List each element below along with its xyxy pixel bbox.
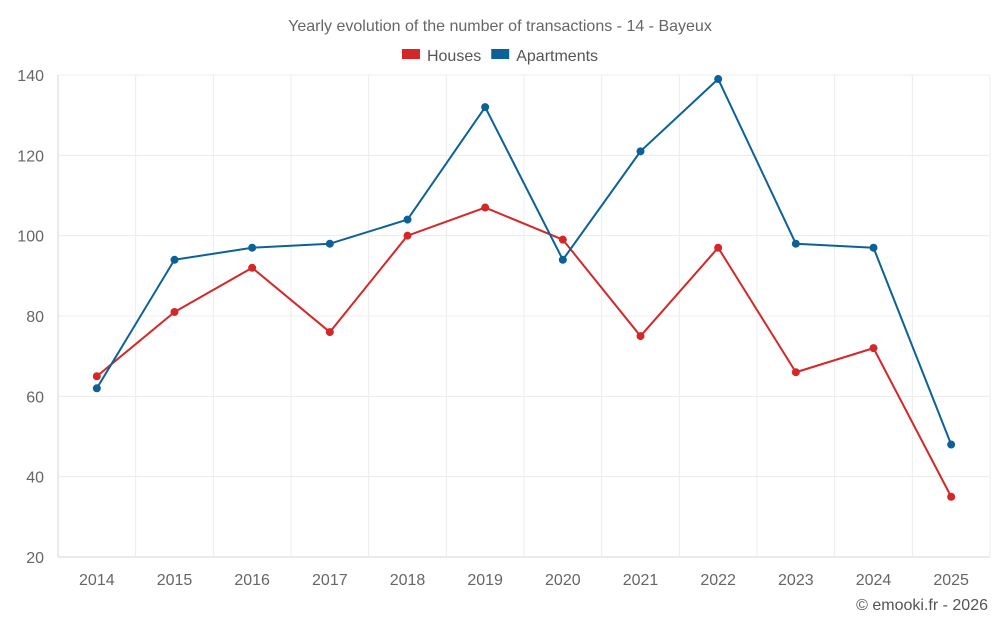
series-group [92, 75, 956, 501]
data-point-houses[interactable] [947, 492, 956, 501]
data-point-apartments[interactable] [947, 440, 956, 449]
legend-swatch [401, 49, 420, 59]
legend-item-houses[interactable]: Houses [401, 48, 481, 65]
x-tick-label: 2018 [390, 572, 426, 589]
legend-swatch [491, 49, 510, 59]
y-tick-label: 140 [17, 68, 44, 85]
y-axis: 20 40 60 80 100 120 140 [17, 68, 44, 567]
legend-label: Apartments [516, 48, 598, 65]
x-tick-label: 2015 [157, 572, 193, 589]
data-point-apartments[interactable] [869, 243, 878, 252]
data-point-apartments[interactable] [481, 103, 490, 112]
data-point-houses[interactable] [791, 368, 800, 377]
series-apartments [92, 75, 956, 449]
data-point-houses[interactable] [92, 372, 101, 381]
series-line-houses [96, 206, 953, 498]
data-point-houses[interactable] [714, 243, 723, 252]
x-tick-label: 2021 [623, 572, 659, 589]
data-point-apartments[interactable] [636, 147, 645, 156]
x-tick-label: 2023 [778, 572, 814, 589]
x-axis: 2014 2015 2016 2017 2018 2019 2020 2021 2022 2023… [79, 572, 969, 589]
data-point-houses[interactable] [248, 263, 257, 272]
data-point-houses[interactable] [170, 307, 179, 316]
legend: Houses Apartments [401, 48, 598, 65]
data-point-apartments[interactable] [403, 215, 412, 224]
legend-label: Houses [427, 48, 481, 65]
data-point-apartments[interactable] [714, 75, 723, 84]
grid [57, 74, 991, 558]
x-tick-label: 2025 [933, 572, 969, 589]
y-tick-label: 20 [26, 550, 44, 567]
data-point-houses[interactable] [869, 344, 878, 353]
series-line-apartments [95, 78, 953, 445]
chart-title: Yearly evolution of the number of transa… [288, 18, 712, 35]
x-tick-label: 2022 [700, 572, 736, 589]
data-point-houses[interactable] [481, 203, 490, 212]
x-tick-label: 2024 [856, 572, 892, 589]
x-tick-label: 2016 [234, 572, 270, 589]
series-houses [92, 203, 956, 501]
data-point-apartments[interactable] [170, 255, 179, 264]
data-point-apartments[interactable] [791, 239, 800, 248]
data-point-houses[interactable] [636, 332, 645, 341]
data-point-apartments[interactable] [325, 239, 334, 248]
y-tick-label: 60 [26, 389, 44, 406]
x-tick-label: 2019 [467, 572, 503, 589]
legend-item-apartments[interactable]: Apartments [491, 48, 598, 65]
y-tick-label: 40 [26, 470, 44, 487]
data-point-houses[interactable] [558, 235, 567, 244]
y-tick-label: 80 [26, 309, 44, 326]
y-tick-label: 100 [17, 229, 44, 246]
data-point-apartments[interactable] [92, 384, 101, 393]
x-tick-label: 2020 [545, 572, 581, 589]
data-point-apartments[interactable] [248, 243, 257, 252]
data-point-houses[interactable] [403, 231, 412, 240]
x-tick-label: 2014 [79, 572, 115, 589]
credit-text: © emooki.fr - 2026 [856, 597, 988, 614]
data-point-houses[interactable] [325, 328, 334, 337]
x-tick-label: 2017 [312, 572, 348, 589]
data-point-apartments[interactable] [558, 255, 567, 264]
y-tick-label: 120 [17, 148, 44, 165]
